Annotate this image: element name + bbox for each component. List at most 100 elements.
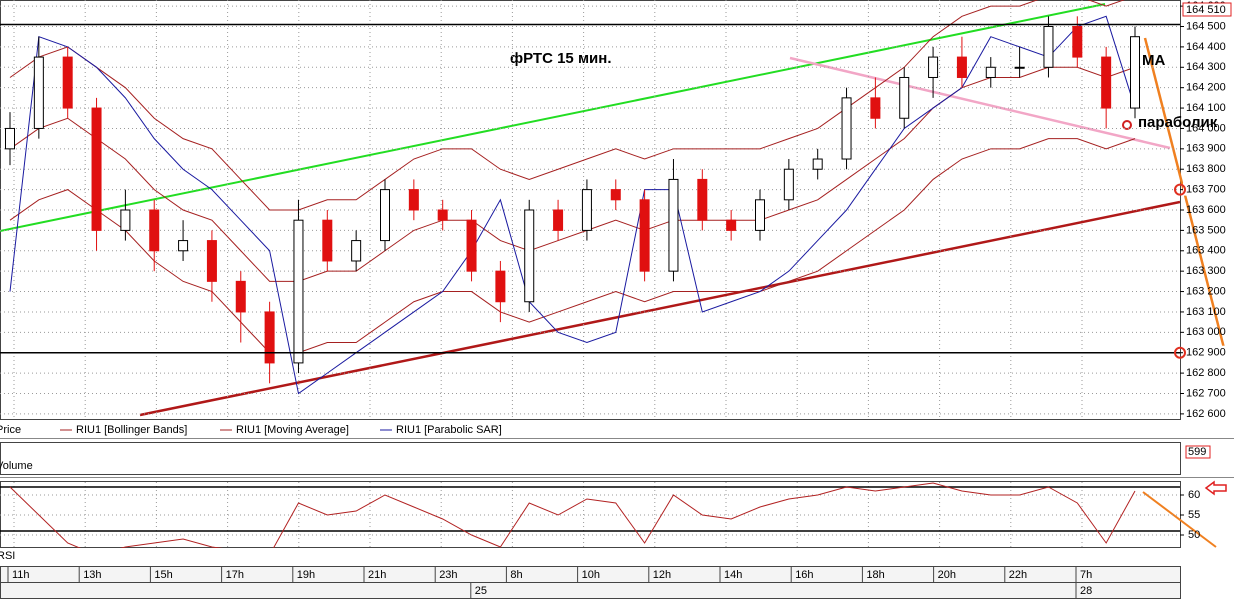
candle-body bbox=[62, 56, 73, 109]
rsi-label: RSI bbox=[0, 550, 15, 562]
candle-body bbox=[639, 199, 650, 272]
candle-body bbox=[783, 168, 794, 201]
level-tag bbox=[1183, 182, 1231, 196]
candle-body bbox=[985, 66, 996, 78]
y-tick-label: 162 800 bbox=[1186, 367, 1226, 379]
time-label: 7h bbox=[1080, 569, 1092, 581]
date-label: 25 bbox=[475, 585, 487, 597]
y-tick-label: 163 400 bbox=[1186, 245, 1226, 257]
time-label: 17h bbox=[226, 569, 244, 581]
level-label: 163 700 bbox=[1186, 184, 1226, 196]
y-tick-label: 163 200 bbox=[1186, 285, 1226, 297]
candle-body bbox=[697, 178, 708, 221]
y-tick-label: 163 300 bbox=[1186, 265, 1226, 277]
candle-body bbox=[206, 240, 217, 282]
y-tick-label: 164 300 bbox=[1186, 61, 1226, 73]
time-label: 15h bbox=[154, 569, 172, 581]
rsi-plot bbox=[9, 482, 1136, 548]
y-tick-label: 163 800 bbox=[1186, 163, 1226, 175]
time-label: 14h bbox=[724, 569, 742, 581]
candle-body bbox=[1043, 26, 1054, 68]
time-label: 11h bbox=[12, 569, 30, 581]
candle-body bbox=[33, 56, 44, 129]
time-label: 12h bbox=[653, 569, 671, 581]
candle-body bbox=[956, 56, 967, 78]
candle-body bbox=[91, 107, 102, 231]
y-tick-label: 164 400 bbox=[1186, 41, 1226, 53]
last-price-label: 164 510 bbox=[1186, 4, 1226, 16]
annotation-parabolic: параболик bbox=[1138, 114, 1218, 131]
bollinger-upper bbox=[9, 0, 1125, 211]
volume-value: 599 bbox=[1188, 446, 1206, 458]
time-label: 23h bbox=[439, 569, 457, 581]
time-label: 18h bbox=[866, 569, 884, 581]
level-label: 162 900 bbox=[1186, 347, 1226, 359]
time-label: 10h bbox=[582, 569, 600, 581]
time-label: 13h bbox=[83, 569, 101, 581]
legend-label: RIU1 [Moving Average] bbox=[236, 424, 349, 436]
candle-body bbox=[755, 199, 765, 231]
rsi-trend-line bbox=[1142, 491, 1217, 548]
candle-body bbox=[293, 219, 304, 364]
volume-tag bbox=[1185, 445, 1211, 459]
chart-title: фРТС 15 мин. bbox=[510, 50, 612, 67]
time-label: 8h bbox=[510, 569, 522, 581]
level-tag bbox=[1183, 345, 1231, 359]
y-tick-label: 163 600 bbox=[1186, 204, 1226, 216]
candle-body bbox=[322, 219, 333, 262]
candle-body bbox=[466, 219, 477, 272]
trend-line-orange bbox=[1143, 37, 1228, 357]
legend-label: RIU1 [Bollinger Bands] bbox=[76, 424, 187, 436]
parabolic-sar bbox=[9, 15, 1136, 395]
candle-body bbox=[812, 158, 823, 170]
candle-body bbox=[5, 127, 15, 150]
candle-body bbox=[581, 189, 592, 231]
bollinger-lower bbox=[9, 138, 1136, 354]
y-tick-label: 164 200 bbox=[1186, 82, 1226, 94]
candle-body bbox=[1072, 26, 1083, 58]
candle-body bbox=[1101, 56, 1112, 109]
candle-body bbox=[610, 189, 621, 201]
time-label: 16h bbox=[795, 569, 813, 581]
time-label: 22h bbox=[1009, 569, 1027, 581]
trend-line-pink bbox=[789, 56, 1171, 150]
y-tick-label: 164 100 bbox=[1186, 102, 1226, 114]
volume-label: Volume bbox=[0, 460, 33, 472]
candle-body bbox=[437, 209, 448, 221]
rsi-line bbox=[9, 482, 1136, 548]
y-tick-label: 162 600 bbox=[1186, 408, 1226, 420]
candle-body bbox=[726, 219, 737, 231]
candle-body bbox=[235, 280, 246, 313]
candle-body bbox=[1014, 66, 1025, 69]
y-tick-label: 163 500 bbox=[1186, 224, 1226, 236]
volume-panel bbox=[0, 442, 1181, 475]
annotation-ma: MA bbox=[1142, 52, 1165, 69]
candle-body bbox=[928, 56, 939, 78]
candle-body bbox=[870, 97, 881, 119]
time-label: 19h bbox=[297, 569, 315, 581]
rsi-tick-label: 60 bbox=[1188, 489, 1200, 501]
last-price-tag bbox=[1182, 2, 1232, 17]
rsi-tick-label: 55 bbox=[1188, 509, 1200, 521]
candle-body bbox=[120, 209, 131, 231]
time-label: 20h bbox=[938, 569, 956, 581]
trend-line-green bbox=[0, 3, 1106, 232]
candle-body bbox=[178, 240, 189, 252]
candle-body bbox=[408, 189, 419, 211]
rsi-tick-label: 50 bbox=[1188, 529, 1200, 541]
y-tick-label: 163 000 bbox=[1186, 326, 1226, 338]
candle-body bbox=[149, 209, 160, 252]
date-label: 28 bbox=[1080, 585, 1092, 597]
candle-body bbox=[495, 270, 506, 303]
candle-body bbox=[264, 311, 275, 364]
candle-body bbox=[668, 178, 679, 272]
candle-body bbox=[899, 76, 910, 119]
y-tick-label: 164 000 bbox=[1186, 122, 1226, 134]
price-plot bbox=[5, 0, 1140, 395]
legend-price: Price bbox=[0, 424, 21, 436]
trend-line-red bbox=[139, 200, 1180, 417]
candle-body bbox=[553, 209, 564, 231]
y-tick-label: 163 900 bbox=[1186, 143, 1226, 155]
